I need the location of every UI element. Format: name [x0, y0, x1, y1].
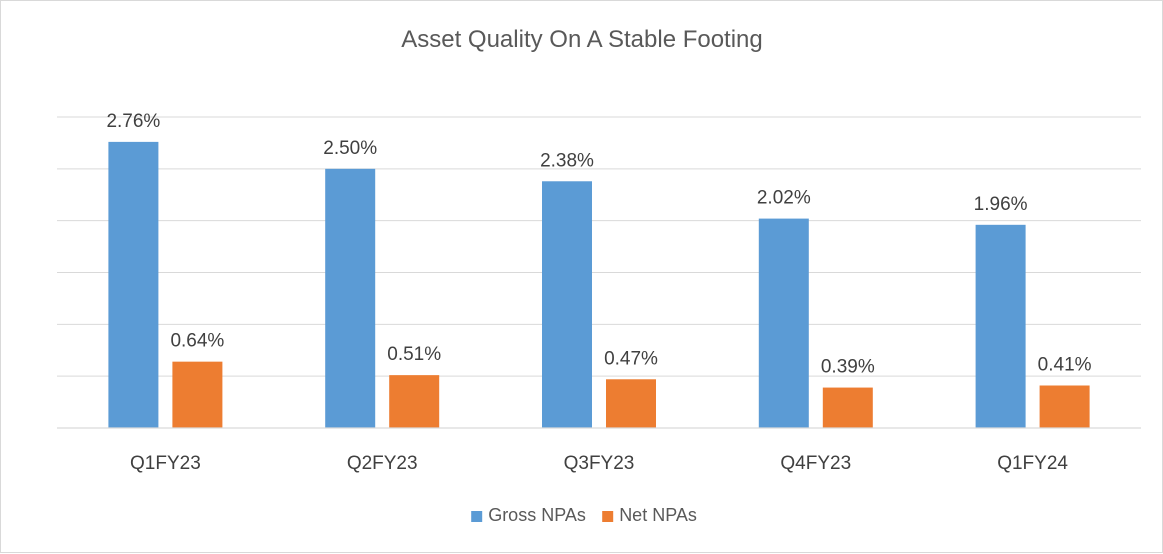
bar-gross-npas-q4fy23	[758, 218, 809, 428]
bars	[108, 141, 1090, 429]
x-tick-label-q1fy24: Q1FY24	[997, 453, 1068, 474]
data-label-gross-npas-q2fy23: 2.50%	[323, 138, 377, 159]
data-label-net-npas-q1fy23: 0.64%	[170, 331, 224, 352]
bar-gross-npas-q1fy23	[108, 141, 159, 428]
legend-swatch-net-npas	[602, 511, 614, 522]
bar-net-npas-q2fy23	[389, 375, 440, 428]
data-label-gross-npas-q4fy23: 2.02%	[757, 188, 811, 209]
data-label-net-npas-q2fy23: 0.51%	[387, 344, 441, 365]
x-tick-label-q4fy23: Q4FY23	[780, 453, 851, 474]
bar-gross-npas-q3fy23	[542, 181, 592, 428]
gridlines	[57, 116, 1141, 377]
data-label-gross-npas-q1fy24: 1.96%	[974, 194, 1028, 215]
x-tick-label-q3fy23: Q3FY23	[564, 453, 635, 474]
bar-net-npas-q1fy24	[1039, 385, 1090, 428]
data-label-net-npas-q4fy23: 0.39%	[821, 357, 875, 378]
legend: Gross NPAs Net NPAs	[471, 505, 697, 525]
bar-net-npas-q3fy23	[606, 379, 656, 428]
data-labels: 2.76% 0.64% 2.50% 0.51% 2.38% 0.47% 2.02% 0.39%…	[106, 111, 1091, 378]
x-axis-tick-labels: Q1FY23 Q2FY23 Q3FY23 Q4FY23 Q1FY24	[130, 453, 1068, 474]
data-label-gross-npas-q1fy23: 2.76%	[106, 111, 160, 132]
legend-label-net-npas: Net NPAs	[619, 505, 697, 525]
data-label-gross-npas-q3fy23: 2.38%	[540, 150, 594, 171]
legend-label-gross-npas: Gross NPAs	[488, 505, 586, 525]
bar-gross-npas-q1fy24	[975, 224, 1026, 428]
bar-net-npas-q1fy23	[172, 361, 223, 428]
bar-gross-npas-q2fy23	[325, 168, 376, 429]
chart-title: Asset Quality On A Stable Footing	[401, 26, 763, 53]
data-label-net-npas-q3fy23: 0.47%	[604, 348, 658, 369]
x-tick-label-q2fy23: Q2FY23	[347, 453, 418, 474]
bar-net-npas-q4fy23	[822, 387, 873, 428]
data-label-net-npas-q1fy24: 0.41%	[1038, 354, 1092, 375]
legend-swatch-gross-npas	[471, 511, 483, 522]
x-tick-label-q1fy23: Q1FY23	[130, 453, 201, 474]
